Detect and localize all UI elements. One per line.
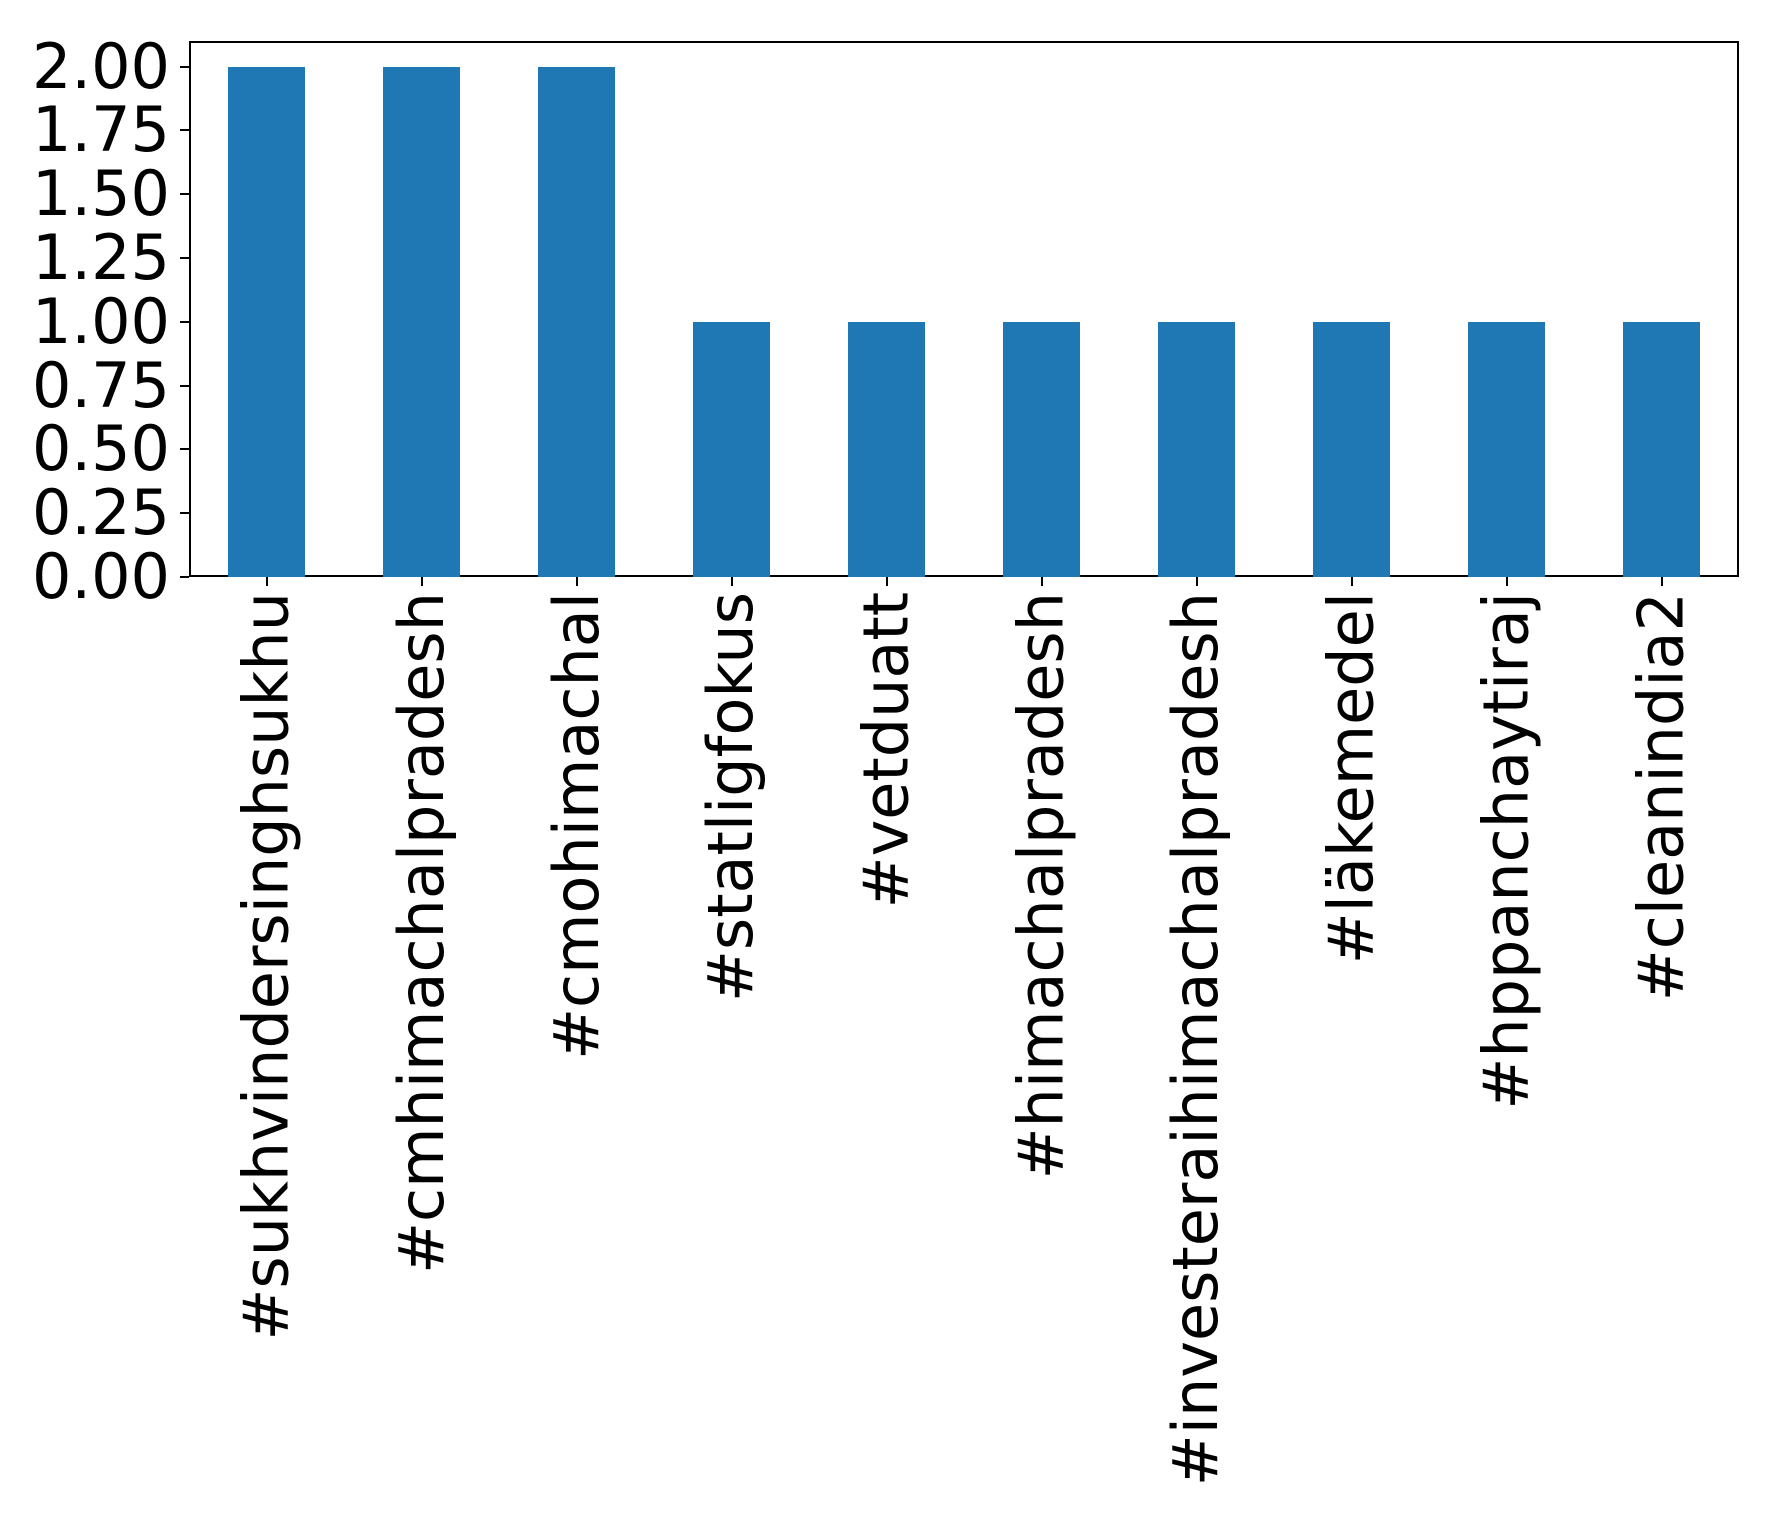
bar	[1157, 321, 1236, 577]
y-tick-mark	[180, 448, 189, 451]
bar	[1312, 321, 1391, 577]
bar	[692, 321, 771, 577]
x-tick-label: #sukhvindersinghsukhu	[229, 592, 303, 1341]
x-tick-label: #vetduatt	[849, 592, 923, 909]
bar	[1002, 321, 1081, 577]
bar	[847, 321, 926, 577]
y-tick-label: 0.00	[31, 540, 170, 613]
y-tick-label: 0.75	[31, 348, 170, 422]
y-tick-mark	[180, 256, 189, 259]
x-tick-mark	[1505, 577, 1508, 586]
x-tick-label: #himachalpradesh	[1004, 592, 1078, 1180]
y-tick-label: 1.50	[31, 157, 170, 231]
y-tick-mark	[180, 512, 189, 515]
y-tick-mark	[180, 576, 189, 578]
x-tick-label: #cleanindia2	[1624, 592, 1698, 1002]
y-tick-mark	[180, 384, 189, 387]
x-tick-label: #investeraihimachalpradesh	[1159, 592, 1233, 1487]
x-tick-mark	[420, 577, 423, 586]
x-tick-mark	[1660, 577, 1663, 586]
x-tick-mark	[265, 577, 268, 586]
y-tick-mark	[180, 65, 189, 68]
bar	[1467, 321, 1546, 577]
y-tick-label: 1.25	[31, 220, 170, 294]
bar	[227, 66, 306, 577]
y-tick-mark	[180, 193, 189, 196]
x-tick-mark	[575, 577, 578, 586]
x-tick-mark	[1195, 577, 1198, 586]
x-tick-mark	[885, 577, 888, 586]
y-tick-label: 2.00	[31, 29, 170, 103]
y-tick-label: 1.00	[31, 284, 170, 358]
x-tick-mark	[1350, 577, 1353, 586]
y-tick-label: 0.50	[31, 412, 170, 486]
x-tick-label: #cmhimachalpradesh	[384, 592, 458, 1274]
bar	[382, 66, 461, 577]
x-tick-mark	[1040, 577, 1043, 586]
y-tick-mark	[180, 320, 189, 323]
x-tick-mark	[730, 577, 733, 586]
x-tick-label: #hppanchaytiraj	[1469, 592, 1543, 1110]
bar	[537, 66, 616, 577]
y-tick-mark	[180, 129, 189, 132]
bar	[1622, 321, 1701, 577]
x-tick-label: #statligfokus	[694, 592, 768, 1003]
y-tick-label: 0.25	[31, 476, 170, 550]
x-tick-label: #läkemedel	[1314, 592, 1388, 965]
y-tick-label: 1.75	[31, 93, 170, 167]
x-tick-label: #cmohimachal	[539, 592, 613, 1060]
